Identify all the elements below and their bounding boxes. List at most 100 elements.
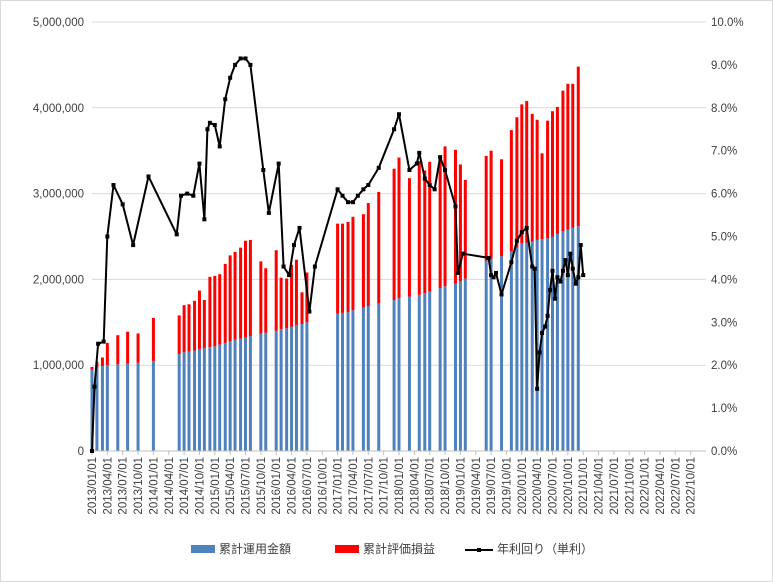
yield-line-marker [417, 150, 422, 155]
bar-cumulative-invested [294, 324, 298, 451]
legend-marker-yield [477, 548, 481, 552]
yield-line-marker [297, 225, 302, 230]
x-tick-label: 2021/10/01 [624, 457, 636, 515]
bar-cumulative-valuation-gain [366, 203, 370, 306]
bar-cumulative-valuation-gain [213, 275, 217, 347]
x-tick-label: 2021/07/01 [609, 457, 621, 515]
yield-line-marker [568, 251, 573, 256]
bar-cumulative-invested [300, 324, 304, 451]
bar-cumulative-valuation-gain [300, 292, 304, 325]
x-tick-label: 2018/01/01 [394, 457, 406, 515]
bar-cumulative-valuation-gain [489, 150, 493, 259]
bar-cumulative-invested [361, 307, 365, 451]
yield-line-marker [248, 62, 253, 67]
bar-cumulative-valuation-gain [290, 264, 294, 327]
bar-cumulative-invested [463, 278, 467, 451]
yield-line-marker [185, 191, 190, 196]
bar-cumulative-valuation-gain [525, 100, 529, 243]
bar-cumulative-invested [197, 348, 201, 451]
bar-cumulative-valuation-gain [202, 299, 206, 349]
x-tick-label: 2022/07/01 [670, 457, 682, 515]
bar-cumulative-invested [274, 330, 278, 451]
yield-line-marker [530, 264, 535, 269]
bar-cumulative-invested [248, 336, 252, 451]
bar-cumulative-invested [182, 352, 186, 451]
yield-line-marker [438, 155, 443, 160]
bar-cumulative-invested [259, 333, 263, 451]
bar-cumulative-invested [285, 328, 289, 451]
bar-cumulative-invested [566, 229, 570, 451]
y-left-tick-label: 0 [78, 446, 84, 458]
yield-line-marker [197, 161, 202, 166]
y-right-tick-label: 9.0% [711, 60, 737, 72]
bar-cumulative-valuation-gain [576, 66, 580, 227]
yield-line-marker [307, 309, 312, 314]
bar-cumulative-invested [336, 313, 340, 451]
yield-line-marker [397, 112, 401, 117]
yield-line-marker [455, 270, 460, 275]
x-tick-label: 2014/04/01 [164, 457, 176, 515]
x-tick-label: 2015/04/01 [225, 457, 237, 515]
bar-cumulative-valuation-gain [136, 333, 140, 363]
yield-line-marker [578, 243, 583, 248]
x-tick-label: 2020/04/01 [532, 457, 544, 515]
x-tick-label: 2018/07/01 [425, 457, 437, 515]
yield-line-marker [92, 384, 97, 389]
y-left-tick-label: 1,000,000 [33, 360, 84, 372]
bar-cumulative-invested [576, 226, 580, 451]
bar-cumulative-valuation-gain [346, 221, 350, 313]
bar-cumulative-invested [484, 260, 488, 451]
yield-line-marker [261, 168, 266, 173]
yield-line-marker [223, 97, 228, 102]
bar-cumulative-invested [515, 247, 519, 451]
bar-cumulative-invested [239, 338, 243, 451]
bars [90, 66, 580, 451]
yield-line-marker [537, 350, 542, 355]
y-left-tick-label: 5,000,000 [33, 17, 84, 29]
bar-cumulative-invested [428, 291, 432, 451]
yield-line-marker [174, 232, 179, 237]
bar-cumulative-valuation-gain [336, 223, 340, 314]
yield-line-marker [228, 75, 233, 80]
yield-line-marker [205, 127, 210, 132]
yield-line-marker [238, 56, 243, 61]
yield-line-marker [207, 120, 212, 125]
bar-cumulative-invested [126, 363, 130, 451]
bar-cumulative-invested [540, 239, 544, 451]
bar-cumulative-invested [397, 298, 401, 451]
x-tick-label: 2017/01/01 [333, 457, 345, 515]
x-tick-label: 2019/07/01 [486, 457, 498, 515]
bar-cumulative-valuation-gain [555, 106, 559, 234]
yield-line-marker [276, 161, 281, 166]
bar-cumulative-valuation-gain [561, 90, 565, 232]
yield-line-marker [90, 449, 94, 453]
yield-line-marker [460, 251, 465, 256]
yield-line-marker [524, 225, 529, 230]
x-tick-label: 2016/10/01 [317, 457, 329, 515]
bar-cumulative-valuation-gain [571, 83, 575, 228]
y-right-tick-label: 5.0% [711, 232, 737, 244]
y-right-tick-label: 10.0% [711, 17, 744, 29]
y-right-tick-label: 2.0% [711, 360, 737, 372]
yield-line-marker [179, 193, 184, 198]
bar-cumulative-invested [453, 283, 457, 451]
bar-cumulative-valuation-gain [551, 111, 554, 237]
yield-line-marker [491, 275, 496, 280]
yield-line-marker [287, 273, 292, 278]
yield-line-marker [576, 275, 581, 280]
yield-line-marker [281, 264, 286, 269]
bar-cumulative-valuation-gain [105, 342, 109, 366]
bar-cumulative-invested [279, 329, 283, 451]
bar-cumulative-invested [417, 294, 421, 451]
bar-cumulative-valuation-gain [90, 366, 94, 370]
bar-cumulative-valuation-gain [463, 179, 467, 279]
yield-line-marker [335, 187, 340, 192]
bar-cumulative-invested [95, 367, 99, 451]
yield-line-marker [565, 273, 570, 278]
bar-cumulative-valuation-gain [546, 120, 550, 239]
bar-cumulative-valuation-gain [351, 216, 355, 311]
yield-line-marker [217, 144, 222, 149]
bar-cumulative-valuation-gain [515, 117, 519, 248]
yield-line-marker [146, 174, 151, 179]
